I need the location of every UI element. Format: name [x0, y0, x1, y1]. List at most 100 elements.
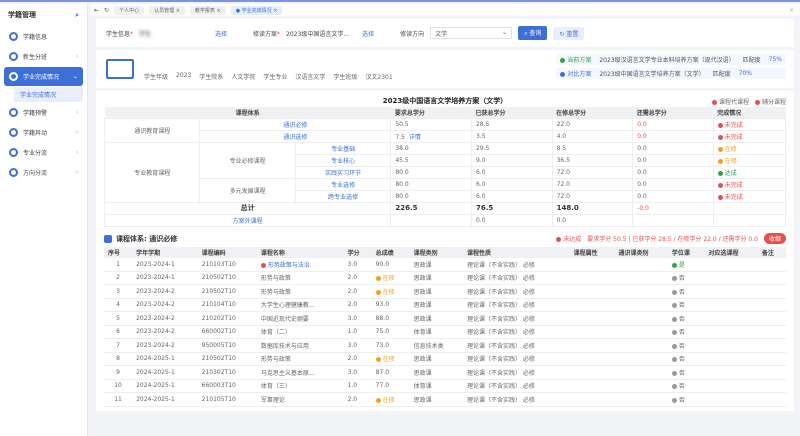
col-header: 要求总学分: [390, 107, 472, 118]
course-row[interactable]: 11 2024-2025-1 210105T10 军事理论 2.0 在修 思政课 理论课（不含…: [104, 392, 786, 407]
close-icon[interactable]: ×: [273, 7, 278, 14]
compare-plan-tag: 对比方案: [560, 69, 591, 78]
course-row[interactable]: 8 2024-2025-1 210502T10 形势与政策 2.0 在修 思政课 理论课（不含…: [104, 352, 786, 366]
circle-icon: [9, 148, 18, 157]
course-row[interactable]: 10 2024-2025-1 660003T10 体育（三） 1.0 77.0 体育课 理论课…: [104, 379, 786, 393]
row-index: 3: [104, 284, 133, 299]
sidebar-item-major-split[interactable]: 专业分流 ›: [4, 143, 83, 162]
total-row: 总计 226.5 76.5 148.0 -0.0: [103, 201, 787, 215]
course-nature: 理论课（不含实践） 必修: [462, 298, 570, 312]
course-category: 体育课: [409, 325, 463, 339]
row-index: 4: [104, 298, 133, 312]
course-row[interactable]: 3 2023-2024-2 210502T10 形势与政策 2.0 在修 思政课 理论课（不含…: [104, 284, 786, 299]
tab-label: 学业完成情况: [241, 7, 272, 14]
course-row[interactable]: 7 2023-2024-2 950005T10 数据库技术与应用 3.0 73.0 信息技术…: [104, 338, 786, 353]
close-icon[interactable]: ×: [216, 7, 221, 14]
course-name-link[interactable]: 形势政策与法治: [267, 261, 310, 269]
sidebar-subitem-completion[interactable]: 学业完成情况: [14, 87, 83, 102]
col-header: 课程名称: [256, 246, 344, 258]
category-link[interactable]: 通识选修: [199, 129, 392, 143]
select-plan-link[interactable]: 选择: [362, 30, 375, 38]
remark: [757, 271, 786, 285]
category-link[interactable]: 跨专业选修: [294, 189, 392, 203]
sidebar-item-completion[interactable]: 学业完成情况 ⌄: [4, 67, 83, 86]
student-profile-card: 学生年级 2023 学生院系 人文学院 学生专业 汉语言文学 学生班级 汉文2301 当…: [96, 50, 794, 88]
course-category: 思政课: [409, 284, 463, 299]
score-value: 77.0: [375, 382, 390, 390]
substitute-course-button[interactable]: 课程代课程: [711, 97, 749, 106]
course-nature-value: 理论课（不含实践）: [466, 383, 521, 391]
completion-status: 在修: [712, 153, 787, 167]
sidebar-item-label: 方向分流: [23, 170, 48, 177]
score: 在修: [371, 392, 410, 407]
sidebar-item-warning[interactable]: 学籍预警 ›: [4, 103, 83, 122]
total-in-progress: 148.0: [551, 201, 634, 215]
credits: 3.0: [343, 338, 372, 353]
credits: 2.0: [343, 352, 372, 366]
degree-course: 否: [667, 325, 705, 339]
remark: [757, 311, 786, 326]
course-name: 马克思主义基本原...: [256, 365, 344, 380]
extra-courses-link[interactable]: 方案外课程: [103, 213, 392, 227]
tab-personal-center[interactable]: 个人中心: [114, 5, 145, 15]
search-button[interactable]: ⌕ 查询: [518, 26, 548, 40]
summary-table: 课程体系 要求总学分 已获总学分 在修总学分 还需总学分 完成情况 通识教育课程…: [103, 107, 787, 227]
category-link[interactable]: 专业选修: [294, 177, 392, 191]
course-row[interactable]: 2 2023-2024-1 210502T10 形势与政策 2.0 在修 思政课 理论课（不含…: [104, 271, 786, 285]
refresh-icon[interactable]: ↻: [104, 6, 110, 14]
category-link[interactable]: 实践实习环节: [294, 165, 392, 179]
remark: [757, 284, 786, 299]
earned-credits: 6.0: [470, 165, 553, 179]
course-name: 体育（二）: [256, 325, 344, 339]
row-index: 10: [104, 379, 133, 393]
close-all-icon[interactable]: ×: [788, 6, 794, 14]
tab-completion[interactable]: ● 学业完成情况 ×: [230, 5, 283, 15]
plan-field[interactable]: 2023级中国语言文学...: [286, 30, 350, 38]
matched-course: [704, 257, 758, 272]
course-row[interactable]: 6 2023-2024-2 660002T10 体育（二） 1.0 75.0 体育课 理论课（…: [104, 325, 786, 339]
remark: [757, 379, 786, 393]
degree-dot-icon: [671, 303, 677, 309]
col-header: 学位课: [667, 246, 705, 258]
remark: [757, 365, 786, 380]
sidebar-item-class-assign[interactable]: 新生分班 ›: [4, 47, 83, 66]
filter-bar: 学生信息* 学生 选择 修读方案* 2023级中国语言文学... 选择 修读方向…: [96, 19, 794, 47]
status-label: 达成: [724, 169, 737, 177]
course-row[interactable]: 9 2024-2025-1 210302T10 马克思主义基本原... 3.0 87.0 思…: [104, 365, 786, 380]
course-row[interactable]: 1 2023-2024-1 210103T10 形势政策与法治 3.0 90.0 思政课 理论…: [104, 257, 786, 272]
degree-value: 否: [678, 356, 685, 364]
student-field[interactable]: 学生: [139, 30, 152, 38]
sidebar-header: 学籍管理 ⌕: [0, 4, 87, 26]
minor-course-button[interactable]: 辅分课程: [754, 97, 786, 106]
col-header: 通识课类别: [614, 246, 668, 258]
category-link[interactable]: 通识必修: [199, 117, 392, 131]
collapse-icon[interactable]: ⇤: [94, 6, 100, 14]
group-major: 专业教育课程: [103, 141, 201, 203]
select-student-link[interactable]: 选择: [215, 30, 228, 38]
reset-button[interactable]: ↻ 重置: [553, 26, 585, 40]
extra-row: 方案外课程 0.0 0.0: [103, 213, 787, 227]
close-icon[interactable]: ×: [175, 7, 180, 14]
tab-reports[interactable]: 教学报表 ×: [189, 5, 226, 15]
sidebar-item-direction-split[interactable]: 方向分流 ›: [4, 163, 83, 182]
tab-staff[interactable]: 认员管理 ×: [149, 5, 185, 15]
category-link[interactable]: 专业基础: [294, 141, 392, 155]
detail-link[interactable]: 详情: [408, 133, 421, 141]
sidebar-item-student-info[interactable]: 学籍信息: [4, 27, 83, 46]
direction-select[interactable]: 文学 ⌄: [430, 27, 513, 39]
row-index: 8: [104, 352, 133, 366]
degree-value: 否: [678, 275, 685, 283]
course-row[interactable]: 5 2023-2024-2 210202T10 中国近现代史纲要 3.0 88.0 思政课理…: [104, 311, 786, 326]
needed-credits: 0.0: [632, 141, 714, 155]
warning-icon: [260, 262, 266, 268]
col-header: 对应选课程: [704, 246, 758, 258]
collapse-button[interactable]: 收缩: [763, 233, 786, 244]
sidebar-item-change[interactable]: 学籍异动 ›: [4, 123, 83, 142]
score: 87.0: [371, 365, 410, 380]
sidebar: 学籍管理 ⌕ 学籍信息 新生分班 › 学业完成情况 ⌄ 学业完成情况 学籍预警 › 学籍…: [0, 4, 88, 436]
category-link[interactable]: 专业核心: [294, 153, 392, 167]
course-code: 660003T10: [197, 379, 257, 393]
search-icon[interactable]: ⌕: [75, 10, 79, 19]
course-row[interactable]: 4 2023-2024-2 210104T10 大学生心理健康教... 2.0 93.0 思…: [104, 298, 786, 312]
degree-dot-icon: [671, 397, 677, 403]
